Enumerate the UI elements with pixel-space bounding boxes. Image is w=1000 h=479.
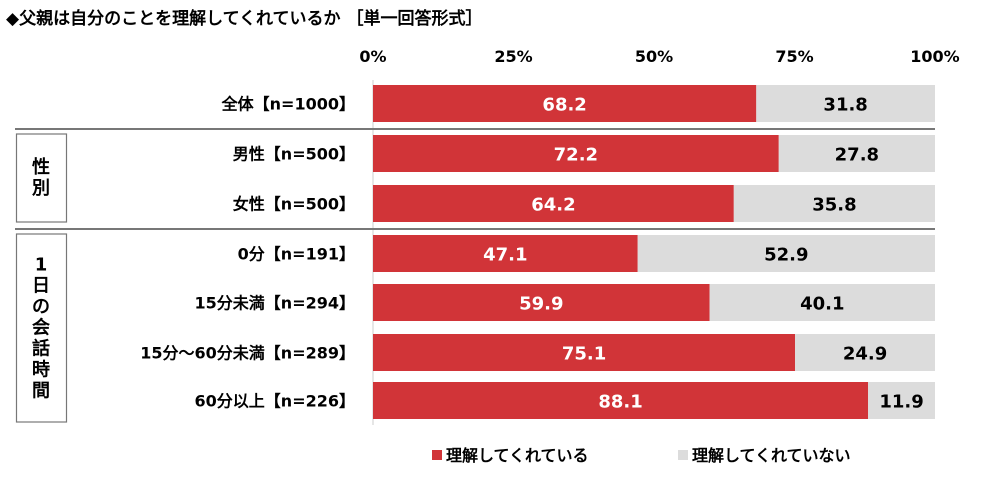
legend-swatch [678, 450, 688, 460]
group-label: 性別 [32, 156, 50, 199]
category-label: 0分【n=191】 [238, 245, 355, 264]
group-label: 1 日の会話時間 [32, 255, 50, 402]
bar-understood [373, 135, 779, 172]
bar-understood [373, 284, 710, 321]
x-tick-label: 75% [775, 47, 813, 66]
data-label: 40.1 [800, 294, 844, 315]
x-tick-label: 100% [910, 47, 959, 66]
data-label: 64.2 [531, 195, 575, 216]
group-box [15, 133, 68, 223]
data-label: 35.8 [812, 195, 856, 216]
bar-not-understood [637, 235, 935, 272]
bar-not-understood [709, 284, 935, 321]
chart-title: ◆父親は自分のことを理解してくれているか ［単一回答形式］ [6, 8, 482, 29]
category-label: 15分未満【n=294】 [195, 294, 355, 313]
data-label: 68.2 [542, 95, 586, 116]
bar-understood [373, 185, 734, 222]
x-tick-label: 0% [359, 47, 386, 66]
bar-not-understood [868, 382, 935, 419]
data-label: 72.2 [554, 145, 598, 166]
legend-label: 理解してくれていない [692, 446, 851, 465]
bar-not-understood [733, 185, 935, 222]
data-label: 75.1 [562, 344, 606, 365]
legend-label: 理解してくれている [446, 446, 589, 465]
data-label: 59.9 [519, 294, 563, 315]
data-label: 31.8 [823, 95, 867, 116]
category-label: 60分以上【n=226】 [195, 392, 355, 411]
bar-understood [373, 85, 757, 122]
bar-understood [373, 235, 638, 272]
category-label: 15分～60分未満【n=289】 [140, 344, 355, 363]
data-label: 47.1 [483, 245, 527, 266]
x-tick-label: 25% [494, 47, 532, 66]
data-label: 11.9 [879, 392, 923, 413]
data-label: 52.9 [764, 245, 808, 266]
category-label: 女性【n=500】 [233, 195, 355, 214]
legend-swatch [432, 450, 442, 460]
data-label: 24.9 [843, 344, 887, 365]
data-label: 27.8 [835, 145, 879, 166]
category-label: 全体【n=1000】 [221, 95, 355, 114]
bar-understood [373, 382, 869, 419]
bar-not-understood [756, 85, 935, 122]
data-label: 88.1 [598, 392, 642, 413]
bar-understood [373, 334, 796, 371]
category-label: 男性【n=500】 [233, 145, 355, 164]
x-tick-label: 50% [635, 47, 673, 66]
group-box [15, 233, 68, 423]
bar-not-understood [778, 135, 935, 172]
bar-not-understood [795, 334, 935, 371]
